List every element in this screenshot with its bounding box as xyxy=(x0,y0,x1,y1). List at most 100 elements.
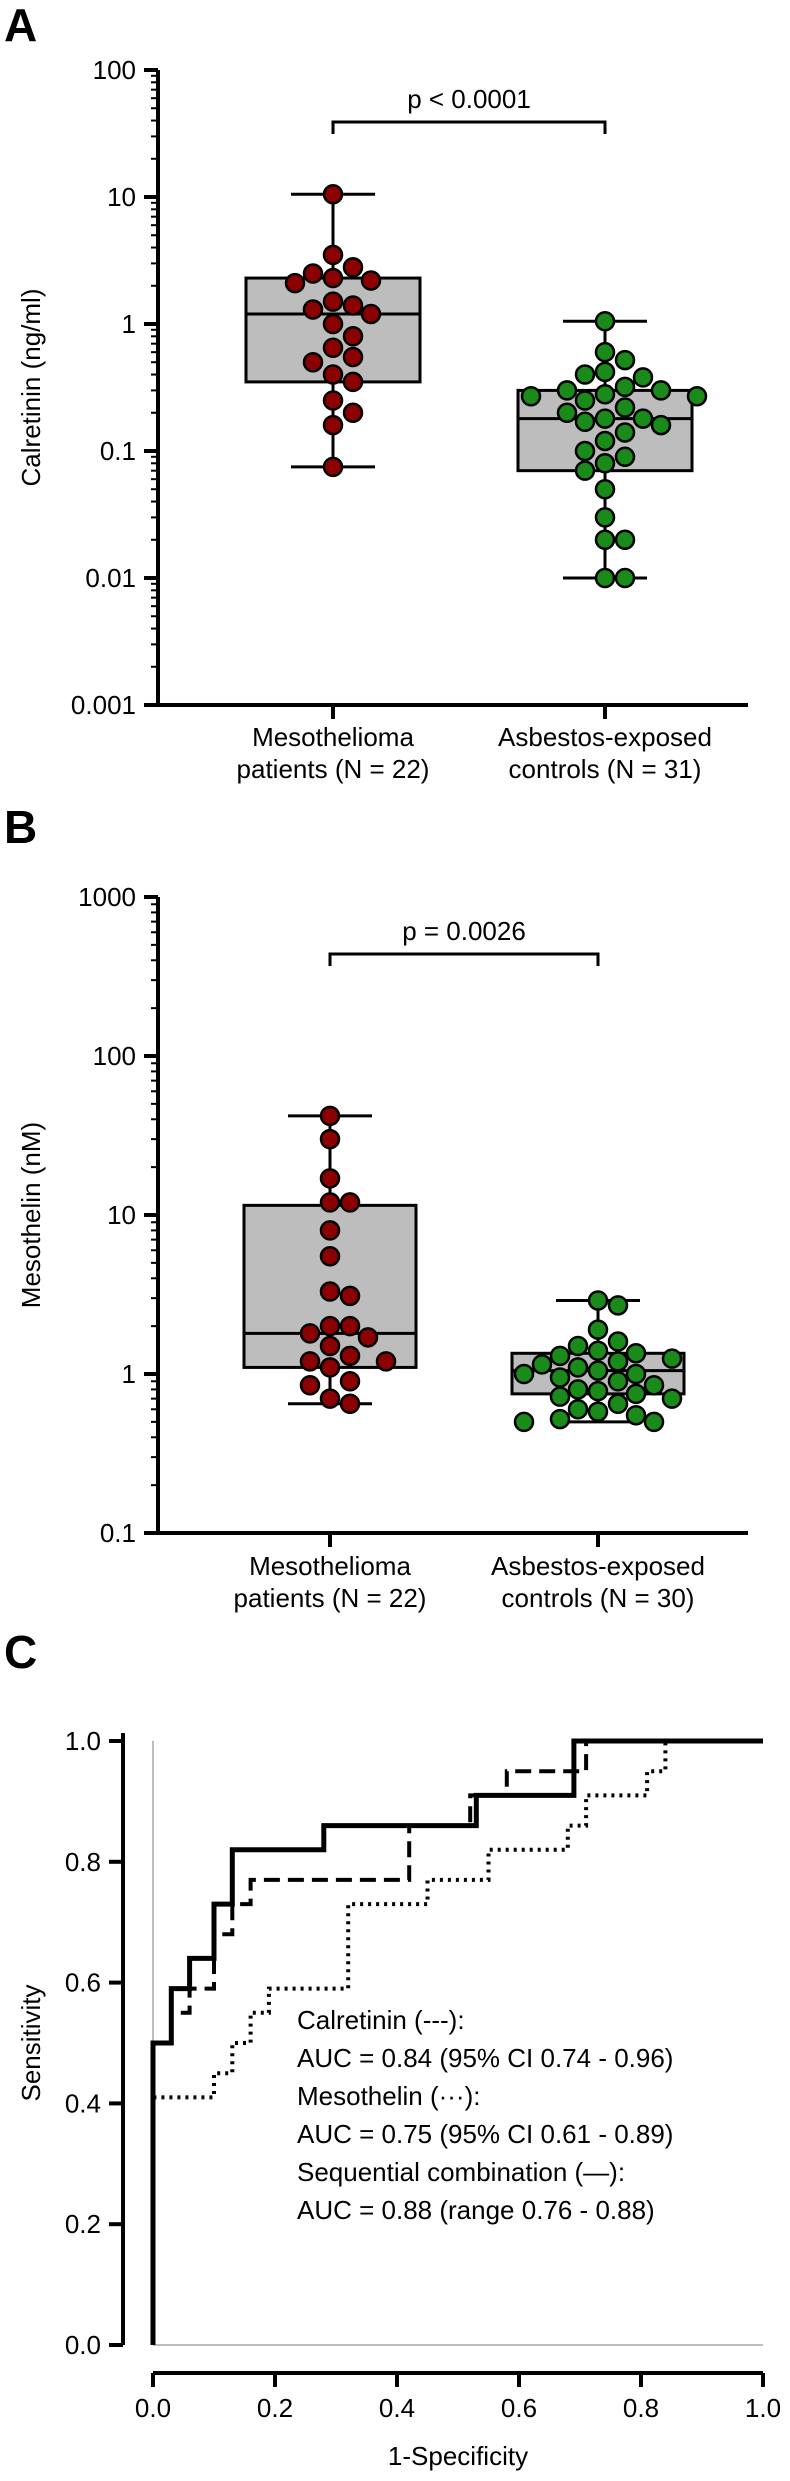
data-point xyxy=(614,567,636,589)
panel-b: B 0.1 1 10 100 1000 Mesothelin (nM) Mesothelio… xyxy=(0,800,790,1625)
data-point xyxy=(549,1345,571,1367)
roc-curve-plot: 0.0 0.2 0.4 0.6 0.8 1.0 0.0 0.2 0.4 0.6 0.8 1.0 Sens… xyxy=(16,1726,781,2471)
data-point xyxy=(650,380,672,401)
data-point xyxy=(650,414,672,436)
data-point xyxy=(322,364,344,385)
panel-letter-b: B xyxy=(4,801,38,853)
category-label: Mesothelioma xyxy=(252,722,414,752)
category-label: controls (N = 30) xyxy=(502,1583,695,1613)
panel-letter-c: C xyxy=(4,1626,38,1678)
y-tick-label: 0.0 xyxy=(65,2330,101,2360)
data-point xyxy=(625,1343,647,1364)
category-label: Asbestos-exposed xyxy=(491,1551,705,1581)
y-tick-label: 10 xyxy=(107,182,136,212)
data-point xyxy=(594,361,616,383)
data-point xyxy=(299,1351,321,1372)
y-axis-label: Sensitivity xyxy=(16,1984,46,2101)
data-point xyxy=(607,1351,629,1372)
data-point xyxy=(556,380,578,401)
data-point xyxy=(614,529,636,551)
data-point xyxy=(643,1411,665,1433)
data-point xyxy=(614,349,636,371)
data-point xyxy=(661,1388,683,1409)
data-point xyxy=(594,507,616,528)
data-point xyxy=(614,422,636,443)
data-point xyxy=(339,1371,361,1392)
data-point xyxy=(319,1128,341,1150)
x-tick-label: 0.4 xyxy=(379,2393,415,2423)
data-point xyxy=(594,341,616,363)
data-point xyxy=(319,1388,341,1409)
data-point xyxy=(360,270,382,291)
x-tick-label: 0.2 xyxy=(257,2393,293,2423)
data-point xyxy=(574,411,596,432)
data-point xyxy=(587,1401,609,1422)
y-tick-label: 0.1 xyxy=(100,1518,136,1548)
category-label: patients (N = 22) xyxy=(234,1583,427,1613)
legend-text: AUC = 0.88 (range 0.76 - 0.88) xyxy=(297,2195,655,2225)
y-axis-label: Calretinin (ng/ml) xyxy=(16,289,46,487)
data-point xyxy=(594,567,616,589)
data-point xyxy=(549,1386,571,1407)
roc-curve-dashed xyxy=(151,1739,763,2345)
data-point xyxy=(607,1371,629,1392)
category-label: patients (N = 22) xyxy=(237,754,430,784)
y-tick-label: 100 xyxy=(93,55,136,85)
data-point xyxy=(614,376,636,398)
data-point xyxy=(319,1192,341,1213)
data-point xyxy=(594,383,616,405)
data-point xyxy=(513,1363,535,1385)
data-point xyxy=(567,1379,589,1400)
data-point xyxy=(594,529,616,551)
data-point xyxy=(319,1105,341,1127)
y-tick-label: 0.001 xyxy=(71,690,136,720)
x-axis-label: 1-Specificity xyxy=(388,2441,528,2471)
y-tick-label: 0.6 xyxy=(65,1968,101,1998)
data-point xyxy=(614,397,636,418)
y-tick-label: 100 xyxy=(93,1041,136,1071)
p-value-label: p < 0.0001 xyxy=(407,84,531,114)
data-point xyxy=(625,1405,647,1426)
legend-text: Sequential combination (—): xyxy=(297,2157,625,2187)
y-axis-label: Mesothelin (nM) xyxy=(16,1122,46,1308)
data-point xyxy=(632,367,654,388)
data-point xyxy=(607,1331,629,1352)
legend-text: Mesothelin (···): xyxy=(297,2081,480,2111)
data-point xyxy=(594,311,616,332)
category-label: Mesothelioma xyxy=(249,1551,411,1581)
y-tick-label: 0.1 xyxy=(100,436,136,466)
x-tick-label: 0.8 xyxy=(623,2393,659,2423)
y-tick-label: 1 xyxy=(122,1359,136,1389)
y-tick-label: 0.01 xyxy=(85,563,136,593)
data-point xyxy=(531,1354,553,1375)
data-point xyxy=(625,1363,647,1385)
data-point xyxy=(322,337,344,359)
data-point xyxy=(556,402,578,424)
data-point xyxy=(574,460,596,481)
data-point xyxy=(322,244,344,266)
data-point xyxy=(574,390,596,411)
data-point xyxy=(360,303,382,325)
data-point xyxy=(594,408,616,429)
y-tick-label: 10 xyxy=(107,1200,136,1230)
y-tick-label: 1 xyxy=(122,309,136,339)
x-tick-label: 0.6 xyxy=(501,2393,537,2423)
data-point xyxy=(357,1327,379,1348)
data-point xyxy=(661,1348,683,1369)
data-point xyxy=(587,1340,609,1362)
data-point xyxy=(587,1360,609,1381)
data-point xyxy=(607,1295,629,1316)
panel-c: C 0.0 0.2 0.4 0.6 0.8 1.0 0.0 0.2 0.4 0.6 0.8 1.0 Se… xyxy=(0,1625,790,2481)
data-point xyxy=(594,453,616,474)
data-point xyxy=(375,1351,397,1372)
p-value-label: p = 0.0026 xyxy=(402,916,526,946)
data-point xyxy=(299,1374,321,1396)
significance-bracket xyxy=(328,952,600,966)
data-point xyxy=(339,1192,361,1213)
x-tick-label: 1.0 xyxy=(745,2393,781,2423)
data-point xyxy=(302,263,324,284)
data-point xyxy=(319,1335,341,1357)
data-point xyxy=(322,456,344,478)
data-point xyxy=(319,1168,341,1189)
data-point xyxy=(625,1383,647,1405)
